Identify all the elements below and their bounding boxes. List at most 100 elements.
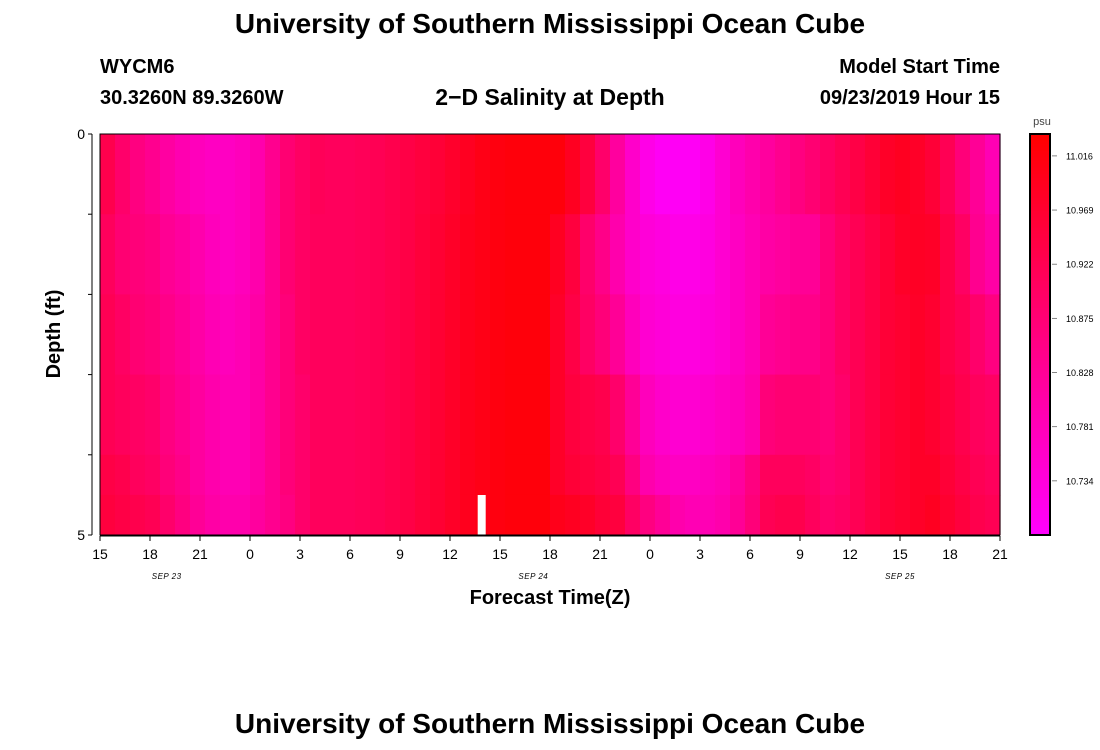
colorbar-swatch — [1030, 281, 1050, 285]
colorbar-swatch — [1030, 494, 1050, 499]
heatmap-cell — [820, 294, 836, 376]
heatmap-cell — [985, 494, 1001, 536]
y-tick-label: 0 — [77, 126, 85, 142]
heatmap-cell — [415, 494, 431, 536]
heatmap-cell — [370, 134, 386, 215]
heatmap-cell — [100, 374, 116, 456]
colorbar-swatch — [1030, 531, 1050, 536]
heatmap-cell — [400, 294, 416, 376]
colorbar-swatch — [1030, 260, 1050, 265]
heatmap-cell — [715, 134, 731, 215]
x-tick-label: 9 — [796, 546, 804, 562]
heatmap-cell — [460, 214, 476, 295]
heatmap-cell — [265, 214, 281, 295]
colorbar-swatch — [1030, 391, 1050, 396]
colorbar-swatch — [1030, 274, 1050, 279]
colorbar-swatch — [1030, 441, 1050, 446]
heatmap-cell — [595, 454, 611, 496]
heatmap-cell — [715, 454, 731, 496]
heatmap-cell — [715, 214, 731, 295]
heatmap-cell — [505, 214, 521, 295]
colorbar-swatch — [1030, 144, 1050, 148]
colorbar-swatch — [1030, 331, 1050, 336]
heatmap-cell — [490, 214, 506, 295]
heatmap-cell — [400, 214, 416, 295]
colorbar-swatch — [1030, 488, 1050, 493]
heatmap-cell — [970, 214, 986, 295]
heatmap-cell — [460, 494, 476, 536]
heatmap-cell — [190, 294, 206, 376]
colorbar-swatch — [1030, 501, 1050, 506]
colorbar-swatch — [1030, 341, 1050, 346]
heatmap-cell — [145, 494, 161, 536]
heatmap-cell — [100, 214, 116, 295]
x-tick-label: 21 — [592, 546, 608, 562]
heatmap-cell — [505, 294, 521, 376]
colorbar-swatch — [1030, 371, 1050, 376]
model-start-time: 09/23/2019 Hour 15 — [819, 87, 1000, 109]
heatmap-cell — [265, 494, 281, 536]
heatmap-cell — [505, 374, 521, 456]
heatmap-cell — [775, 494, 791, 536]
station-id: WYCM6 — [100, 56, 175, 78]
heatmap-cell — [250, 134, 266, 215]
heatmap-cell — [430, 214, 446, 295]
colorbar-swatch — [1030, 367, 1050, 372]
colorbar-swatch — [1030, 454, 1050, 459]
x-tick-label: 15 — [492, 546, 508, 562]
x-tick-label: 3 — [296, 546, 304, 562]
colorbar-swatch — [1030, 404, 1050, 409]
heatmap-cell — [250, 374, 266, 456]
heatmap-cell — [550, 294, 566, 376]
heatmap-cell — [145, 454, 161, 496]
heatmap-cell — [865, 134, 881, 215]
current-time-marker — [477, 495, 486, 535]
heatmap-cell — [820, 494, 836, 536]
colorbar-swatch — [1030, 287, 1050, 292]
heatmap-cell — [850, 134, 866, 215]
colorbar-swatch — [1030, 277, 1050, 282]
heatmap-cell — [220, 214, 236, 295]
heatmap-cell — [325, 494, 341, 536]
heatmap-cell — [910, 214, 926, 295]
colorbar-tick-label: 10.969 — [1066, 206, 1094, 216]
colorbar-swatch — [1030, 177, 1050, 182]
heatmap-cell — [235, 454, 251, 496]
heatmap-cell — [895, 454, 911, 496]
heatmap-cell — [160, 294, 176, 376]
colorbar-swatch — [1030, 220, 1050, 225]
heatmap-cell — [280, 374, 296, 456]
heatmap-cell — [655, 134, 671, 215]
heatmap-cell — [565, 134, 581, 215]
plot-title: 2−D Salinity at Depth — [435, 84, 665, 110]
heatmap-cell — [340, 374, 356, 456]
heatmap-cell — [730, 374, 746, 456]
heatmap-cell — [385, 294, 401, 376]
colorbar-swatch — [1030, 424, 1050, 429]
model-start-label: Model Start Time — [839, 56, 1000, 78]
heatmap-cell — [790, 294, 806, 376]
heatmap-cell — [715, 294, 731, 376]
colorbar-swatch — [1030, 154, 1050, 158]
heatmap-cell — [850, 454, 866, 496]
heatmap-cell — [520, 134, 536, 215]
heatmap-cell — [640, 454, 656, 496]
colorbar-swatch — [1030, 354, 1050, 359]
heatmap-cell — [490, 454, 506, 496]
heatmap-cell — [565, 294, 581, 376]
colorbar-swatch — [1030, 294, 1050, 299]
heatmap-cell — [445, 214, 461, 295]
colorbar-swatch — [1030, 498, 1050, 503]
colorbar-swatch — [1030, 321, 1050, 326]
colorbar-swatch — [1030, 451, 1050, 456]
colorbar-tick-label: 10.828 — [1066, 368, 1094, 378]
heatmap-cell — [910, 454, 926, 496]
colorbar-swatch — [1030, 394, 1050, 399]
heatmap-cell — [325, 374, 341, 456]
heatmap-cell — [820, 374, 836, 456]
heatmap-cell — [520, 374, 536, 456]
colorbar-swatch — [1030, 418, 1050, 422]
heatmap-cell — [850, 494, 866, 536]
x-tick-label: 18 — [142, 546, 158, 562]
heatmap-cell — [370, 294, 386, 376]
